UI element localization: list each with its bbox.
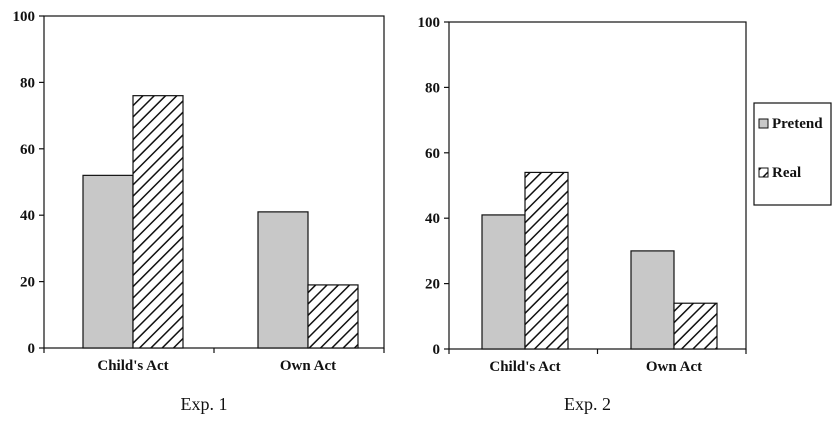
category-label: Own Act <box>646 359 702 375</box>
legend-label-real: Real <box>772 165 801 181</box>
charts-group: 0 20 40 60 80 100 Child's Act Own Act Exp. 1 0 20 4… <box>13 9 747 414</box>
bar-real-own-act <box>307 284 359 349</box>
chart-caption: Exp. 2 <box>564 394 611 414</box>
legend-label-pretend: Pretend <box>772 116 823 132</box>
bar-pretend-own-act <box>257 211 309 349</box>
y-tick-label: 20 <box>425 277 440 293</box>
bar-real-own-act <box>673 302 718 350</box>
y-tick-label: 40 <box>425 211 440 227</box>
category-label: Child's Act <box>97 358 168 374</box>
chart-panel-2: 0 20 40 60 80 100 Child's Act Own Act Exp. 2 <box>418 15 747 414</box>
y-tick-label: 80 <box>425 80 440 96</box>
legend-swatch-real <box>758 167 769 178</box>
y-tick-label: 40 <box>20 208 35 224</box>
category-label: Child's Act <box>489 359 560 375</box>
y-tick-label: 60 <box>425 146 440 162</box>
category-label: Own Act <box>280 358 336 374</box>
bar-pretend-childs-act <box>481 214 526 350</box>
bar-pretend-own-act <box>630 250 675 350</box>
y-tick-label: 20 <box>20 275 35 291</box>
legend-swatch-pretend <box>758 118 769 129</box>
bar-real-childs-act <box>132 95 184 349</box>
bar-real-childs-act <box>524 171 569 350</box>
y-tick-label: 60 <box>20 142 35 158</box>
y-tick-label: 100 <box>418 15 441 31</box>
chart-panel-1: 0 20 40 60 80 100 Child's Act Own Act Exp. 1 <box>13 9 385 414</box>
y-tick-label: 0 <box>433 342 441 358</box>
bar-pretend-childs-act <box>82 174 134 349</box>
legend: Pretend Real <box>753 102 832 206</box>
chart-caption: Exp. 1 <box>181 394 228 414</box>
y-tick-label: 80 <box>20 75 35 91</box>
y-tick-label: 0 <box>28 341 36 357</box>
y-tick-label: 100 <box>13 9 36 25</box>
